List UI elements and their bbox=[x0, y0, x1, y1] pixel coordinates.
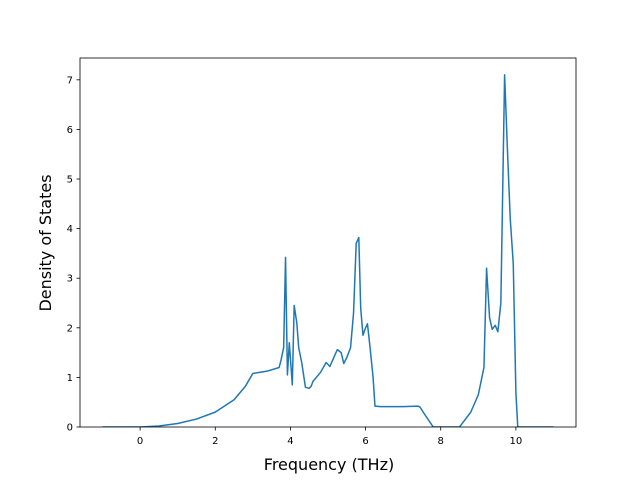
x-tick-label: 2 bbox=[212, 436, 218, 447]
x-tick-label: 6 bbox=[362, 436, 368, 447]
y-tick-label: 3 bbox=[67, 274, 73, 285]
y-tick-label: 5 bbox=[67, 175, 73, 186]
y-tick-label: 6 bbox=[67, 125, 73, 136]
x-tick-label: 4 bbox=[287, 436, 293, 447]
y-axis-label: Density of States bbox=[36, 174, 55, 311]
x-axis-label: Frequency (THz) bbox=[264, 455, 394, 474]
y-tick-label: 4 bbox=[67, 224, 73, 235]
y-tick-label: 1 bbox=[67, 373, 73, 384]
x-tick-label: 10 bbox=[510, 436, 523, 447]
x-tick-label: 0 bbox=[137, 436, 143, 447]
x-tick-label: 8 bbox=[438, 436, 444, 447]
y-tick-label: 0 bbox=[67, 423, 73, 434]
plot-frame bbox=[79, 57, 577, 428]
y-tick-label: 7 bbox=[67, 75, 73, 86]
line-series bbox=[102, 74, 554, 427]
y-tick-label: 2 bbox=[67, 323, 73, 334]
